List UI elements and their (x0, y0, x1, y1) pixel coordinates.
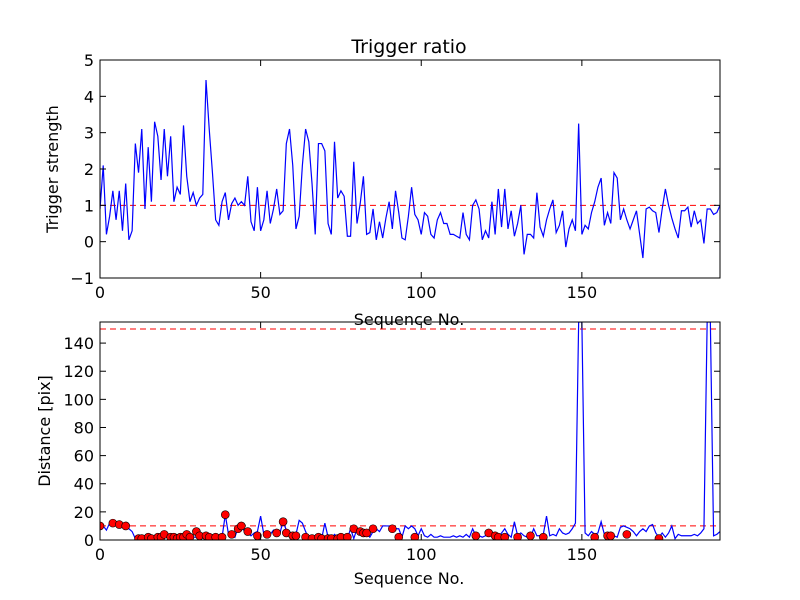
data-point (220, 510, 230, 519)
x-tick-label: 50 (250, 283, 270, 302)
y-tick-label: 140 (63, 334, 94, 353)
x-tick-label: 0 (95, 283, 105, 302)
data-point (262, 530, 272, 539)
y-tick-label: −1 (70, 269, 94, 288)
data-point (237, 521, 246, 531)
data-point (343, 532, 352, 540)
y-tick-label: 3 (84, 124, 94, 143)
data-point (606, 531, 616, 540)
data-point (513, 532, 522, 540)
y-tick-label: 0 (84, 233, 94, 252)
x-tick-label: 150 (567, 283, 598, 302)
y-tick-label: 60 (74, 447, 94, 466)
y-tick-label: 0 (84, 531, 94, 550)
data-point (539, 532, 548, 540)
x-tick-label: 100 (406, 283, 437, 302)
data-point (227, 530, 237, 539)
x-axis-label: Sequence No. (354, 310, 465, 329)
data-point (362, 528, 371, 538)
y-tick-label: 1 (84, 196, 94, 215)
data-point (368, 524, 378, 534)
data-point (590, 532, 600, 540)
data-point (654, 534, 664, 540)
x-tick-label: 0 (95, 545, 105, 564)
data-point (526, 531, 535, 540)
x-axis-label: Sequence No. (354, 569, 465, 588)
data-point (243, 527, 253, 536)
x-tick-label: 150 (567, 545, 598, 564)
data-point (622, 530, 632, 539)
data-point (471, 531, 481, 540)
y-tick-label: 2 (84, 160, 94, 179)
data-point (185, 532, 195, 540)
y-tick-label: 80 (74, 418, 94, 437)
y-tick-label: 20 (74, 503, 94, 522)
distance-chart: 0 50 100 150 0 20 40 60 80 100 120 140 Sequence No.… (35, 321, 721, 588)
x-tick-label: 50 (250, 545, 270, 564)
y-tick-label: 4 (84, 87, 94, 106)
data-point (217, 532, 227, 540)
y-tick-label: 100 (63, 390, 94, 409)
data-point (291, 531, 301, 540)
series-line (100, 79, 720, 259)
data-point (394, 532, 404, 540)
data-point (388, 524, 397, 534)
y-tick-label: 5 (84, 51, 94, 70)
plot-frame (99, 59, 721, 279)
chart-title: Trigger ratio (350, 36, 466, 58)
y-axis-label: Distance [pix] (35, 375, 54, 487)
series-line (100, 322, 720, 540)
data-point (100, 521, 105, 531)
data-point (500, 532, 510, 540)
plot-frame (99, 321, 721, 541)
data-point (121, 521, 130, 531)
data-point (410, 532, 420, 540)
data-point (272, 528, 281, 538)
y-axis-label: Trigger strength (43, 105, 62, 234)
x-tick-label: 100 (406, 545, 437, 564)
y-tick-label: 40 (74, 475, 94, 494)
data-point (278, 517, 288, 527)
y-tick-label: 120 (63, 362, 94, 381)
